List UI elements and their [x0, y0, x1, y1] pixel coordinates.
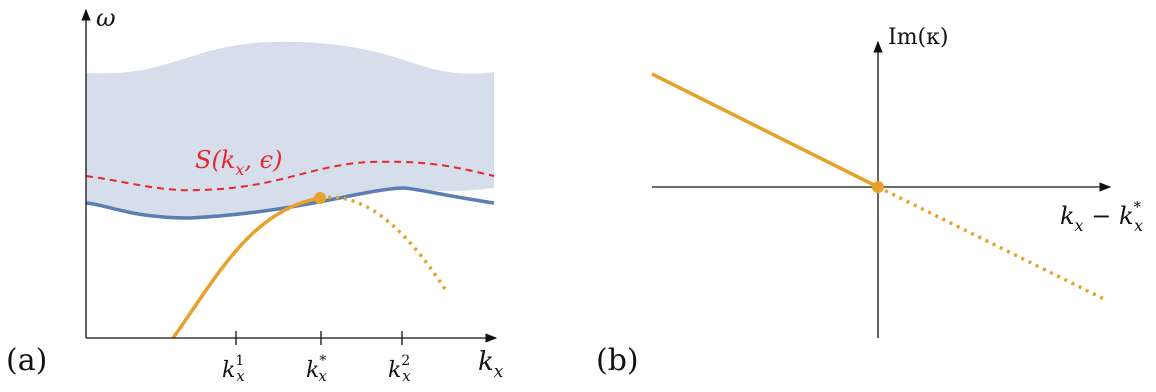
tick-label-kx2: k2 x [388, 353, 411, 385]
a-x-axis-label: kx [478, 347, 504, 382]
panel-a: ω S(kx, ϵ) k1 x k* x k2 x kx (a) [6, 4, 504, 385]
b-y-axis-label: Im(κ) [888, 25, 948, 50]
tick-label-kx-star: k* x [306, 353, 327, 385]
dashed-curve-s [85, 160, 495, 192]
s-curve-label: S(kx, ϵ) [195, 146, 282, 179]
contact-point [314, 192, 326, 204]
omega-label: ω [96, 4, 116, 32]
dotted-branch [319, 195, 449, 293]
continuum-band [86, 41, 494, 218]
tick-label-kx1: k1 x [222, 353, 245, 385]
band-edge-curve [85, 186, 495, 220]
b-solid-line [651, 72, 879, 189]
b-origin-point [872, 181, 884, 193]
panel-a-label: (a) [6, 343, 47, 378]
panel-b-label: (b) [596, 343, 639, 378]
solid-branch [171, 196, 321, 340]
panel-b: Im(κ) kx − k* x (b) [596, 25, 1143, 378]
b-x-axis-label: kx − k* x [1060, 198, 1143, 235]
b-dotted-line [877, 185, 1107, 302]
